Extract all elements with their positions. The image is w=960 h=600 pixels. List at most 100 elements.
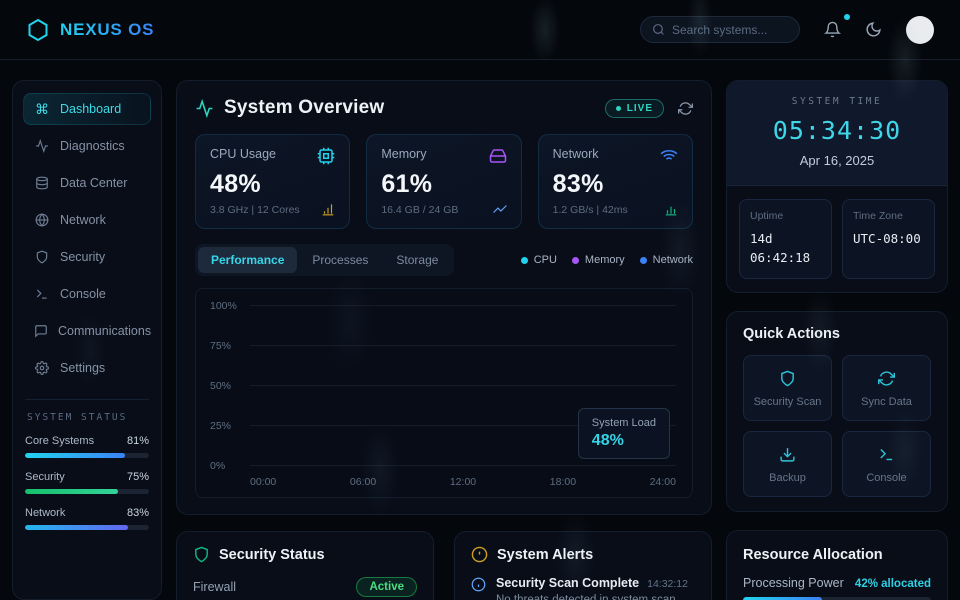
search-input[interactable] bbox=[672, 22, 788, 37]
progress-fill bbox=[25, 525, 128, 530]
legend-dot-network bbox=[639, 256, 647, 264]
message-icon bbox=[34, 324, 48, 338]
live-dot bbox=[615, 105, 621, 111]
progress-fill bbox=[25, 489, 118, 494]
globe-icon bbox=[34, 213, 50, 227]
command-icon: ⌘ bbox=[35, 101, 49, 117]
search-bar[interactable] bbox=[640, 16, 800, 43]
search-icon bbox=[652, 23, 665, 36]
uptime-card: Uptime 14d 06:42:18 bbox=[739, 199, 832, 279]
chart-tabs: Performance Processes Storage bbox=[195, 244, 455, 276]
gridline bbox=[250, 345, 676, 346]
stat-card-cpu: CPU Usage 48% 3.8 GHz | 12 Cores bbox=[195, 134, 351, 229]
security-status-card: Security Status Firewall Active bbox=[176, 531, 434, 600]
uptime-time: 06:42:18 bbox=[750, 250, 811, 266]
tab-storage[interactable]: Storage bbox=[383, 247, 451, 273]
sidebar-item-settings[interactable]: Settings bbox=[23, 352, 151, 384]
notification-dot bbox=[844, 14, 850, 20]
resource-processing-power: Processing Power 42% allocated bbox=[743, 576, 931, 600]
topbar: NEXUS OS bbox=[0, 0, 960, 60]
progress-track bbox=[743, 596, 931, 600]
right-panel: SYSTEM TIME 05:34:30 Apr 16, 2025 Uptime… bbox=[726, 80, 948, 600]
status-metric-network: Network 83% bbox=[25, 507, 149, 530]
performance-chart[interactable]: 100% 75% 50% 25% 0% 00:00 06:00 12:00 18… bbox=[195, 288, 693, 498]
resource-allocation-card: Resource Allocation Processing Power 42%… bbox=[726, 529, 948, 600]
refresh-icon bbox=[678, 101, 693, 116]
sidebar-item-communications[interactable]: Communications bbox=[23, 315, 151, 347]
progress-fill bbox=[25, 453, 126, 458]
live-badge: LIVE bbox=[604, 98, 664, 118]
database-icon bbox=[34, 176, 50, 190]
sidebar-item-data-center[interactable]: Data Center bbox=[23, 167, 151, 199]
info-icon bbox=[471, 577, 486, 592]
system-time-card: SYSTEM TIME 05:34:30 Apr 16, 2025 Uptime… bbox=[726, 80, 948, 293]
timezone-value: UTC-08:00 bbox=[853, 231, 921, 246]
quick-actions-card: Quick Actions Security Scan Sync Data bbox=[726, 310, 948, 512]
moon-icon bbox=[865, 21, 882, 38]
wifi-icon bbox=[660, 147, 678, 165]
shield-icon bbox=[779, 370, 796, 387]
stat-card-network: Network 83% 1.2 GB/s | 42ms bbox=[537, 134, 693, 229]
status-metric-core-systems: Core Systems 81% bbox=[25, 435, 149, 458]
system-load-tooltip: System Load 48% bbox=[577, 408, 670, 459]
progress-fill bbox=[743, 596, 822, 600]
avatar[interactable] bbox=[906, 15, 934, 44]
sidebar-item-dashboard[interactable]: ⌘ Dashboard bbox=[23, 93, 151, 125]
bell-icon bbox=[824, 21, 841, 38]
activity-icon bbox=[34, 139, 50, 153]
tab-performance[interactable]: Performance bbox=[198, 247, 298, 273]
stat-card-memory: Memory 61% 16.4 GB / 24 GB bbox=[366, 134, 522, 229]
uptime-days: 14d bbox=[750, 231, 773, 246]
legend-dot-memory bbox=[571, 256, 579, 264]
chart-plot-area: 100% 75% 50% 25% 0% bbox=[210, 300, 676, 472]
firewall-row: Firewall Active bbox=[193, 577, 417, 597]
chart-legend: CPU Memory Network bbox=[520, 254, 693, 266]
console-button[interactable]: Console bbox=[842, 430, 931, 497]
progress-track bbox=[25, 489, 149, 494]
notifications-button[interactable] bbox=[824, 14, 850, 38]
system-time-value: 05:34:30 bbox=[772, 116, 902, 145]
gridline bbox=[250, 305, 676, 306]
gridline bbox=[250, 385, 676, 386]
cpu-icon bbox=[317, 147, 335, 165]
progress-track bbox=[25, 525, 149, 530]
system-alerts-card: System Alerts Security Scan Complete 14:… bbox=[454, 531, 712, 600]
brand-logo: NEXUS OS bbox=[26, 18, 154, 42]
sidebar-divider bbox=[25, 399, 149, 400]
sidebar-item-security[interactable]: Security bbox=[23, 241, 151, 273]
backup-button[interactable]: Backup bbox=[743, 430, 832, 497]
main-content: System Overview LIVE bbox=[176, 80, 712, 600]
shield-icon bbox=[193, 546, 210, 563]
system-time-label: SYSTEM TIME bbox=[791, 96, 883, 107]
alert-list-item[interactable]: Security Scan Complete 14:32:12 No threa… bbox=[471, 576, 695, 600]
download-icon bbox=[779, 446, 796, 463]
page-title: System Overview bbox=[224, 97, 385, 118]
gear-icon bbox=[34, 361, 50, 375]
sidebar-item-console[interactable]: Console bbox=[23, 278, 151, 310]
status-metric-security: Security 75% bbox=[25, 471, 149, 494]
chart-x-axis: 00:00 06:00 12:00 18:00 24:00 bbox=[250, 476, 676, 488]
line-chart-icon bbox=[492, 202, 507, 216]
security-scan-button[interactable]: Security Scan bbox=[743, 354, 832, 421]
brand-name: NEXUS OS bbox=[60, 19, 155, 39]
shield-icon bbox=[34, 250, 50, 264]
sidebar: ⌘ Dashboard Diagnostics Data Center Netw… bbox=[12, 80, 162, 600]
theme-toggle-button[interactable] bbox=[865, 21, 882, 38]
timezone-card: Time Zone UTC-08:00 bbox=[842, 199, 935, 279]
system-date: Apr 16, 2025 bbox=[799, 153, 875, 168]
refresh-icon bbox=[878, 370, 895, 387]
alert-timestamp: 14:32:12 bbox=[647, 578, 688, 590]
refresh-button[interactable] bbox=[678, 101, 693, 116]
sync-data-button[interactable]: Sync Data bbox=[842, 354, 931, 421]
gridline bbox=[250, 465, 676, 466]
sidebar-item-network[interactable]: Network bbox=[23, 204, 151, 236]
legend-dot-cpu bbox=[520, 256, 528, 264]
alert-circle-icon bbox=[471, 546, 488, 563]
system-overview-panel: System Overview LIVE bbox=[176, 80, 712, 515]
tab-processes[interactable]: Processes bbox=[299, 247, 381, 273]
status-badge: Active bbox=[356, 577, 417, 597]
sidebar-item-diagnostics[interactable]: Diagnostics bbox=[23, 130, 151, 162]
progress-track bbox=[25, 453, 149, 458]
terminal-icon bbox=[878, 446, 895, 463]
bar-chart-icon bbox=[321, 202, 335, 216]
